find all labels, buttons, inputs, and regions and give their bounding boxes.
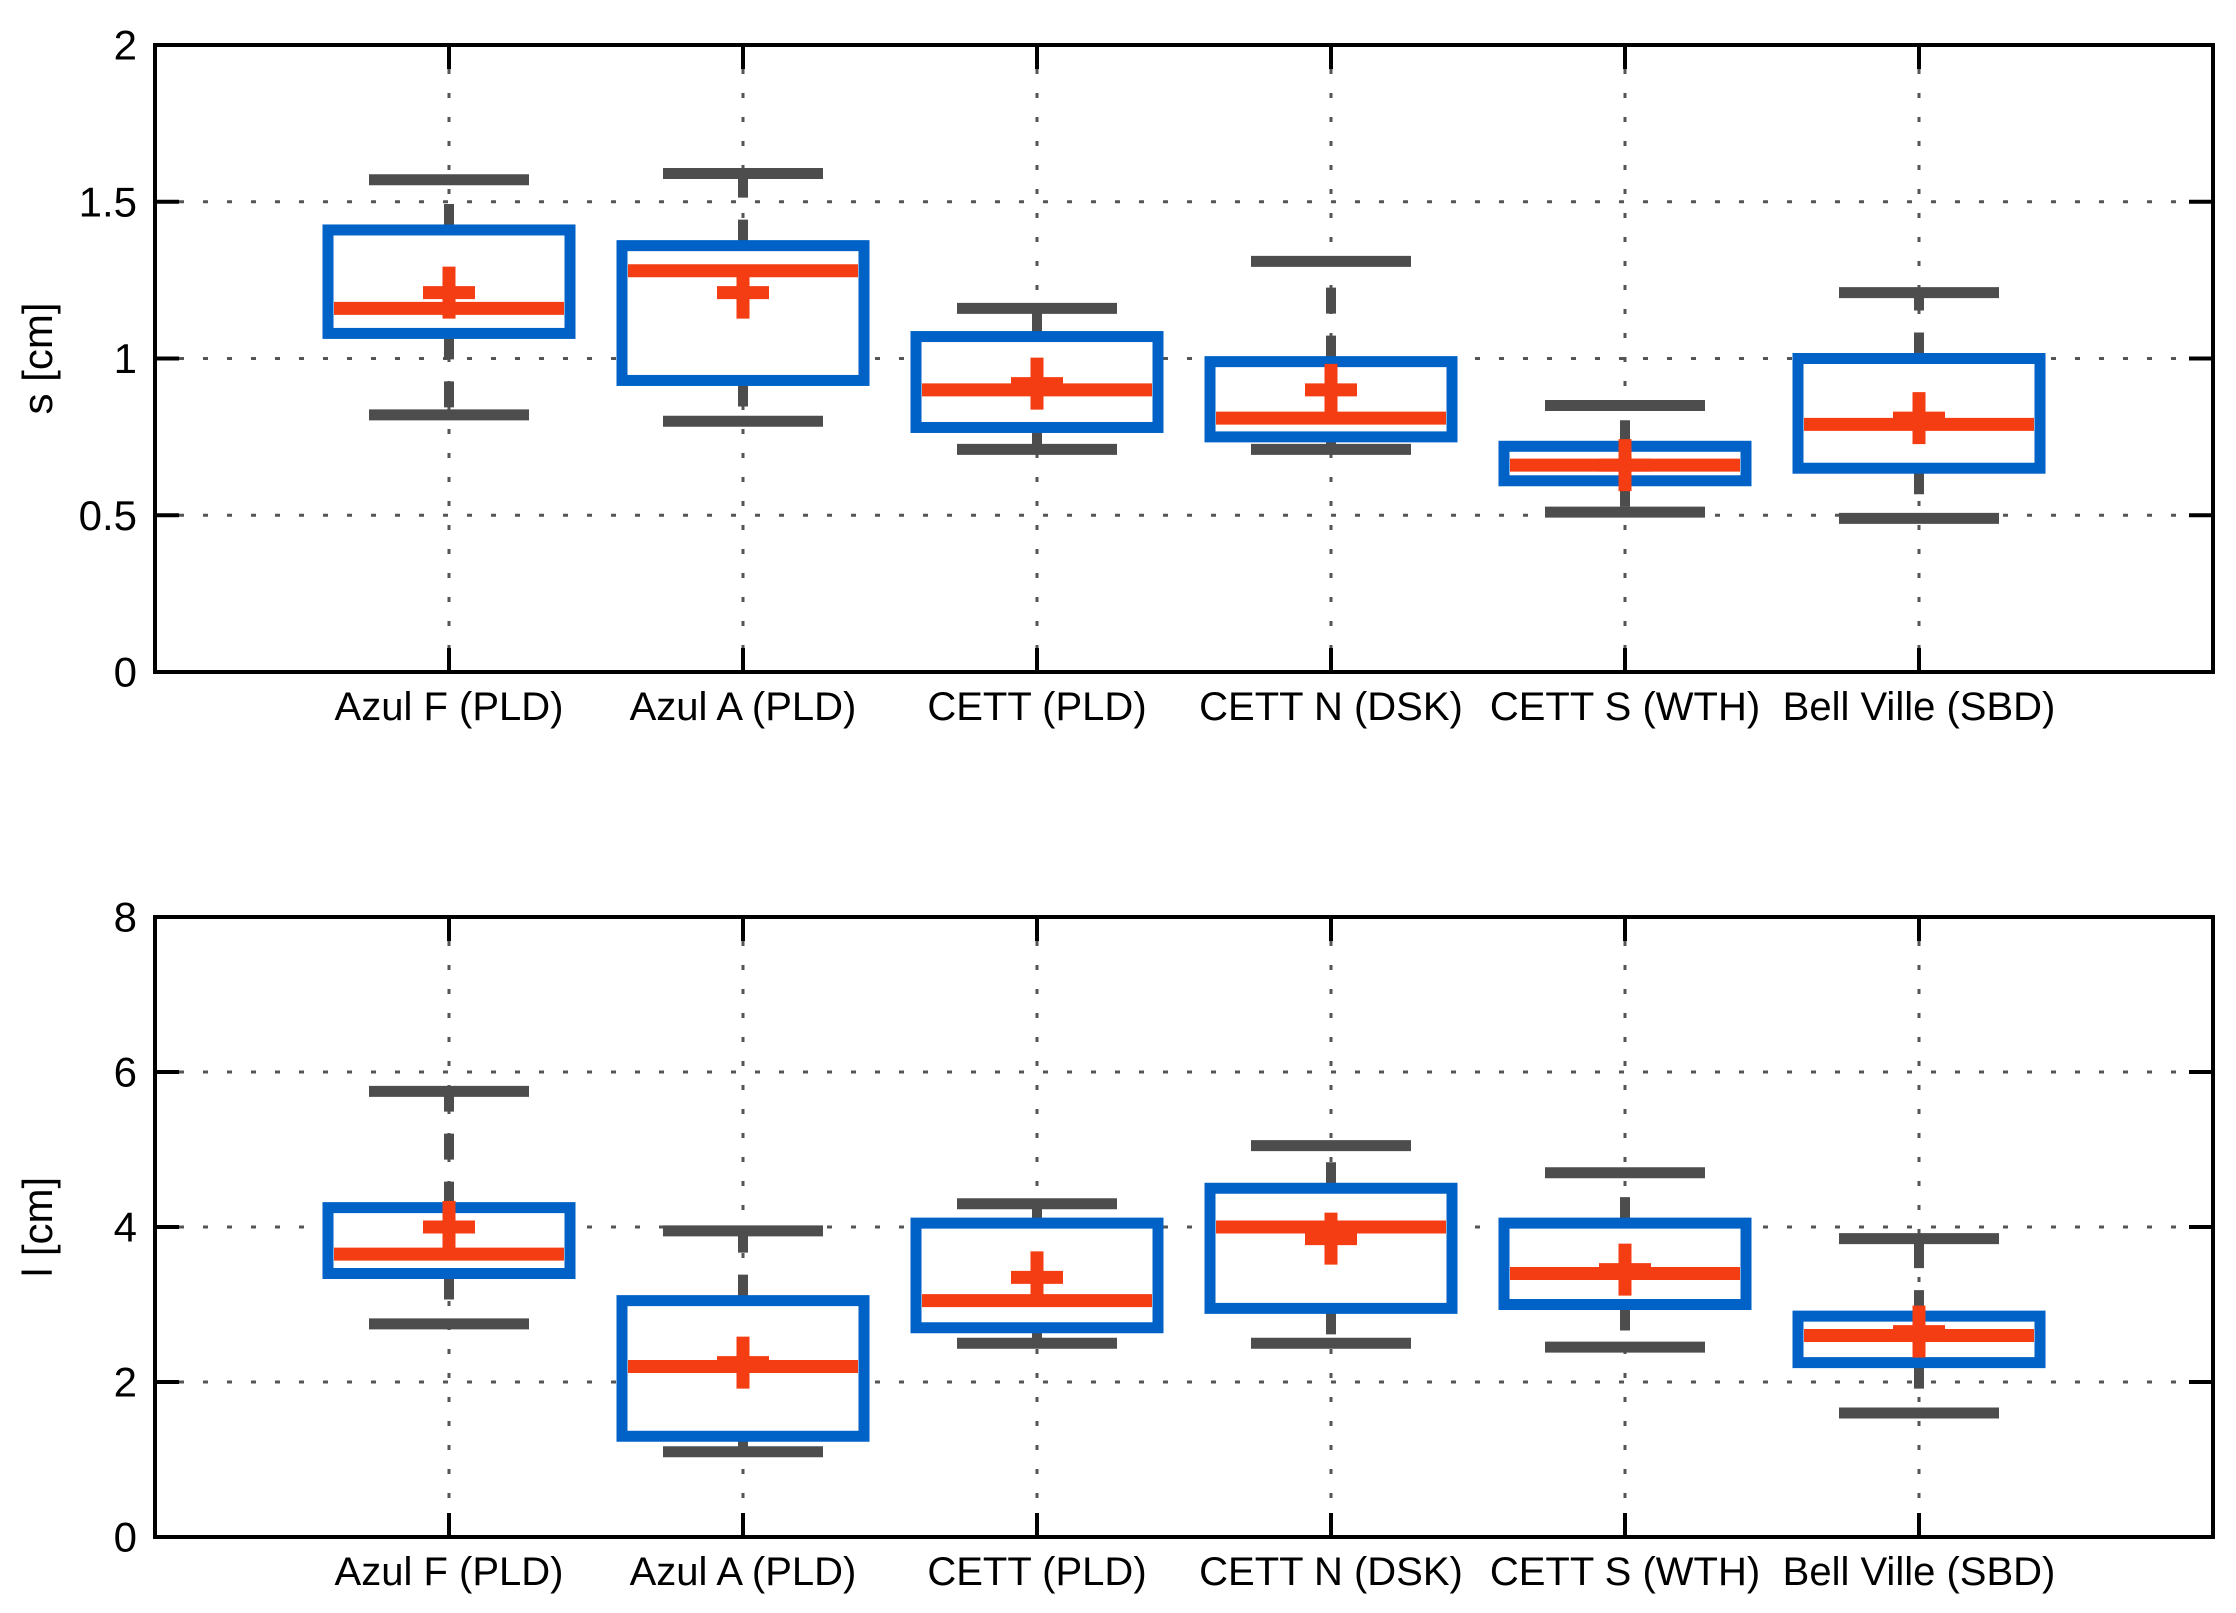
mean-plus-marker (1893, 392, 1945, 445)
mean-plus-marker (717, 1336, 769, 1389)
category-label: Azul F (PLD) (335, 685, 564, 729)
y-tick-label: 1.5 (79, 178, 137, 225)
category-label: Bell Ville (SBD) (1783, 1550, 2056, 1594)
iqr-box (910, 1217, 1164, 1334)
category-label: CETT S (WTH) (1490, 1550, 1760, 1594)
category-label: CETT N (DSK) (1199, 1550, 1463, 1594)
category-label: CETT S (WTH) (1490, 685, 1760, 729)
category-label: Azul A (PLD) (630, 685, 857, 729)
category-label: Bell Ville (SBD) (1783, 685, 2056, 729)
mean-plus-marker (1011, 357, 1063, 410)
category-label: CETT (PLD) (927, 1550, 1146, 1594)
mean-plus-marker (423, 1201, 475, 1253)
box-group (1792, 1233, 2046, 1419)
y-tick-label: 8 (114, 894, 137, 941)
mean-plus-marker (717, 266, 769, 319)
mean-plus-marker (1599, 1243, 1651, 1296)
box-group (1204, 255, 1458, 455)
y-axis-label: l [cm] (14, 1177, 61, 1277)
category-label: Azul A (PLD) (630, 1550, 857, 1594)
mean-plus-marker (1305, 363, 1357, 416)
box-group (1204, 1140, 1458, 1349)
category-label: CETT N (DSK) (1199, 685, 1463, 729)
y-tick-label: 1 (114, 335, 137, 382)
y-tick-label: 2 (114, 22, 137, 69)
y-tick-label: 6 (114, 1049, 137, 1096)
mean-plus-marker (1893, 1305, 1945, 1358)
y-tick-label: 0 (114, 649, 137, 696)
y-tick-label: 2 (114, 1359, 137, 1406)
box-group (322, 174, 576, 421)
y-tick-label: 0 (114, 1514, 137, 1561)
category-label: Azul F (PLD) (335, 1550, 564, 1594)
box-group (616, 1225, 870, 1458)
mean-plus-marker (423, 266, 475, 319)
chart-bottom: 0 2 4 6 8 Azul F (PLD) Azul A (PLD) CETT (PLD) C… (14, 894, 2215, 1594)
box-group (1498, 1167, 1752, 1353)
category-label: CETT (PLD) (927, 685, 1146, 729)
box-group (616, 168, 870, 427)
mean-plus-marker (1599, 439, 1651, 492)
box-group (1498, 400, 1752, 518)
box-group (910, 302, 1164, 455)
box-group (1792, 287, 2046, 524)
box-group (322, 1085, 576, 1330)
y-tick-label: 4 (114, 1204, 137, 1251)
box-group (910, 1198, 1164, 1349)
y-tick-label: 0.5 (79, 492, 137, 539)
y-axis-label: s [cm] (14, 303, 61, 415)
mean-plus-marker (1011, 1251, 1063, 1304)
chart-top: 0 0.5 1 1.5 2 Azul F (PLD) Azul A (PLD) CETT (P… (14, 22, 2215, 729)
mean-plus-marker (1305, 1212, 1357, 1265)
